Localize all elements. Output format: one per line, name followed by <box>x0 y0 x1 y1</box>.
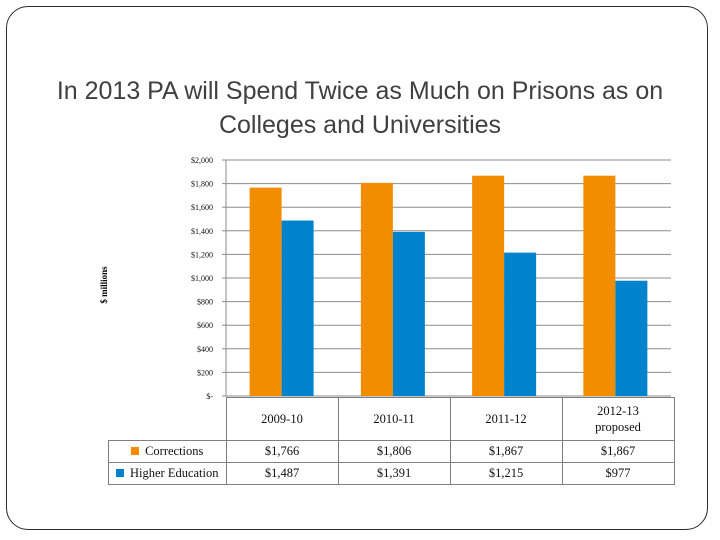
y-tick-label: $- <box>206 392 213 401</box>
data-label: $1,867 <box>561 440 675 463</box>
category-header-line: proposed <box>595 420 641 434</box>
bar-corrections <box>472 175 505 396</box>
category-header-line: 2012-13 <box>597 404 639 418</box>
y-axis-label: $ millions <box>99 266 109 304</box>
category-header-line: 2009-10 <box>261 412 303 426</box>
legend-label: Corrections <box>145 444 204 458</box>
data-label: $1,867 <box>449 440 563 463</box>
y-tick-label: $800 <box>197 298 213 307</box>
legend-entry-higher-education: Higher Education <box>108 462 227 485</box>
y-tick-label: $1,600 <box>191 203 213 212</box>
slide-title: In 2013 PA will Spend Twice as Much on P… <box>56 77 664 139</box>
y-tick-label: $600 <box>197 321 213 330</box>
legend-entry-corrections: Corrections <box>108 440 227 463</box>
data-label: $1,806 <box>337 440 451 463</box>
bar-higher-education <box>281 220 314 396</box>
bar-higher-education <box>392 231 425 396</box>
table-row-corrections: Corrections $1,766 $1,806 $1,867 $1,867 <box>108 440 675 463</box>
y-tick-label: $1,800 <box>191 180 213 189</box>
table-row-higher-education: Higher Education $1,487 $1,391 $1,215 $9… <box>108 462 675 485</box>
bar-higher-education <box>504 252 537 396</box>
bar-corrections <box>583 175 616 396</box>
data-table: 2009-10 2010-11 2011-12 2012-13 proposed… <box>108 397 675 485</box>
category-header-3: 2012-13 proposed <box>561 397 675 441</box>
table-header-row: 2009-10 2010-11 2011-12 2012-13 proposed <box>108 397 675 441</box>
data-label: $977 <box>561 462 675 485</box>
category-header-0: 2009-10 <box>225 397 339 441</box>
data-label: $1,391 <box>337 462 451 485</box>
y-tick-label: $400 <box>197 345 213 354</box>
y-tick-label: $1,200 <box>191 250 213 259</box>
category-header-line: 2011-12 <box>485 412 527 426</box>
y-tick-label: $1,400 <box>191 227 213 236</box>
legend-swatch-higher-education <box>115 469 124 477</box>
y-tick-label: $1,000 <box>191 274 213 283</box>
bar-corrections <box>360 182 393 396</box>
y-tick-label: $200 <box>197 368 213 377</box>
category-header-2: 2011-12 <box>449 397 563 441</box>
legend-swatch-corrections <box>131 447 140 455</box>
y-tick-label: $2,000 <box>191 156 213 165</box>
data-label: $1,487 <box>225 462 339 485</box>
legend-label: Higher Education <box>129 466 219 480</box>
bar-corrections <box>249 187 282 396</box>
table-corner-cell <box>108 397 227 441</box>
data-label: $1,766 <box>225 440 339 463</box>
category-header-1: 2010-11 <box>337 397 451 441</box>
category-header-line: 2010-11 <box>373 412 415 426</box>
data-label: $1,215 <box>449 462 563 485</box>
bar-higher-education <box>615 280 648 396</box>
